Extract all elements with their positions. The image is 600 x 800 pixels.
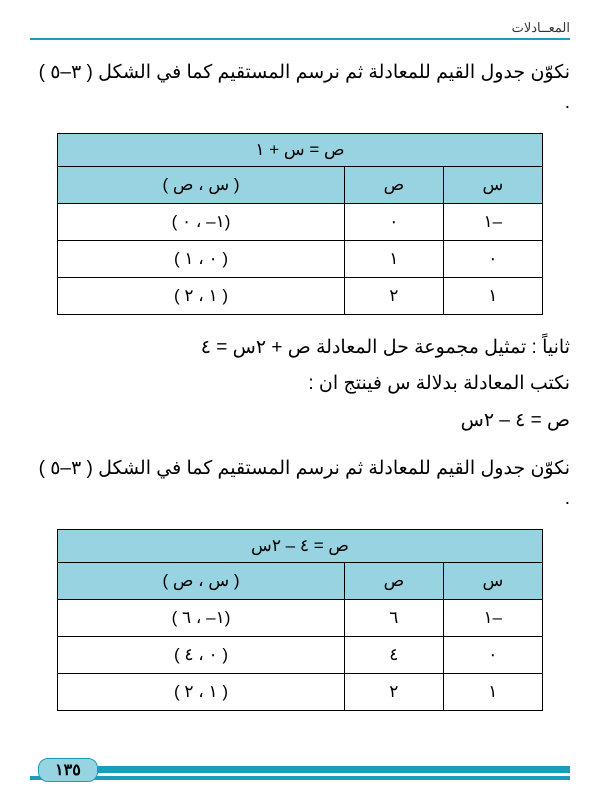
table1-col-1: ص [345,166,444,203]
table-row: –١ ٦ (١– ، ٦ ) [58,599,543,636]
table1-col-2: ( س ، ص ) [58,166,345,203]
paragraph-5: نكوّن جدول القيم للمعادلة ثم نرسم المستق… [30,454,570,515]
table1-title: ص = س + ١ [58,133,543,166]
page-header: المعــادلات [30,20,570,40]
paragraph-1: نكوّن جدول القيم للمعادلة ثم نرسم المستق… [30,58,570,119]
table-row: –١ ٠ (١– ، ٠ ) [58,203,543,240]
footer-bar-bottom [30,776,570,780]
equation-table-2: ص = ٤ – ٢س س ص ( س ، ص ) –١ ٦ (١– ، ٦ ) … [57,529,543,711]
table-row: ٠ ٤ ( ٠ ، ٤ ) [58,636,543,673]
header-title: المعــادلات [30,20,570,36]
page-footer: ١٣٥ [30,766,570,780]
paragraph-2: ثانياً : تمثيل مجموعة حل المعادلة ص + ٢س… [30,333,570,363]
footer-bar-top [98,766,570,773]
table-row: ١ ٢ ( ١ ، ٢ ) [58,673,543,710]
table1-col-0: س [443,166,542,203]
paragraph-3: نكتب المعادلة بدلالة س فينتج ان : [30,369,570,399]
table2-col-0: س [443,562,542,599]
table2-col-2: ( س ، ص ) [58,562,345,599]
table2-col-1: ص [345,562,444,599]
table-row: ١ ٢ ( ١ ، ٢ ) [58,277,543,314]
paragraph-4: ص = ٤ – ٢س [30,406,570,436]
table2-title: ص = ٤ – ٢س [58,529,543,562]
table-row: ٠ ١ ( ٠ ، ١ ) [58,240,543,277]
page-number-badge: ١٣٥ [38,758,98,782]
equation-table-1: ص = س + ١ س ص ( س ، ص ) –١ ٠ (١– ، ٠ ) ٠… [57,133,543,315]
